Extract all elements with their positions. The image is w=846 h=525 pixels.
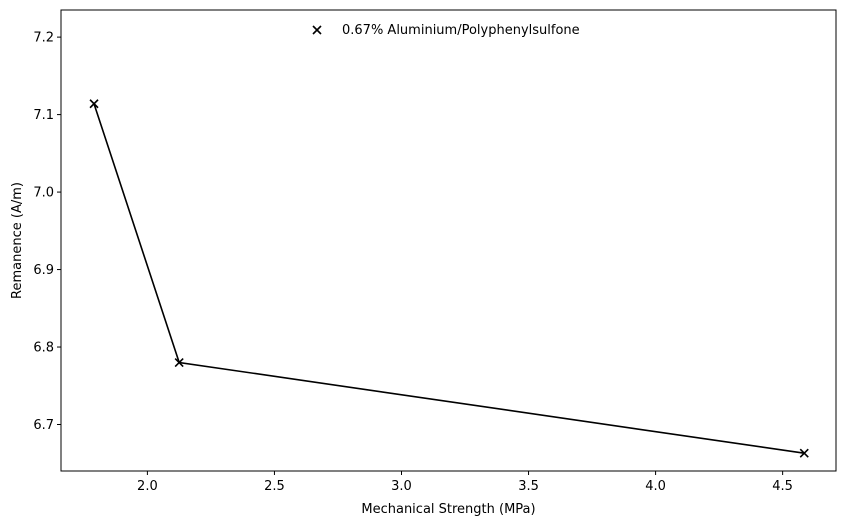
legend-marker-x [312, 25, 322, 35]
data-point [89, 99, 99, 109]
x-tick-label: 3.0 [391, 479, 412, 494]
y-tick-label: 6.9 [33, 263, 54, 278]
plot-area [89, 99, 809, 458]
x-tick-label: 3.5 [518, 479, 539, 494]
plot-frame [60, 9, 837, 472]
x-tick-label: 4.0 [645, 479, 666, 494]
data-point [174, 357, 184, 368]
x-tick-label: 2.0 [137, 479, 158, 494]
series-line [93, 103, 805, 454]
y-axis: 6.7 6.8 6.9 7.0 7.1 7.2 [33, 31, 61, 433]
x-tick-label: 4.5 [772, 479, 793, 494]
y-axis-label: Remanence (A/m) [10, 182, 25, 299]
legend: 0.67% Aluminium/Polyphenylsulfone [312, 23, 580, 38]
x-tick-label: 2.5 [264, 479, 285, 494]
legend-label: 0.67% Aluminium/Polyphenylsulfone [342, 23, 580, 38]
y-tick-label: 7.2 [33, 31, 54, 46]
legend-marker [312, 25, 322, 35]
y-tick-label: 6.7 [33, 418, 54, 433]
y-tick-label: 7.1 [33, 108, 54, 123]
y-tick-label: 7.0 [33, 186, 54, 201]
x-axis: 2.0 2.5 3.0 3.5 4.0 4.5 [137, 471, 793, 494]
data-point [799, 448, 809, 458]
x-axis-label: Mechanical Strength (MPa) [361, 502, 535, 517]
y-tick-label: 6.8 [33, 341, 54, 356]
